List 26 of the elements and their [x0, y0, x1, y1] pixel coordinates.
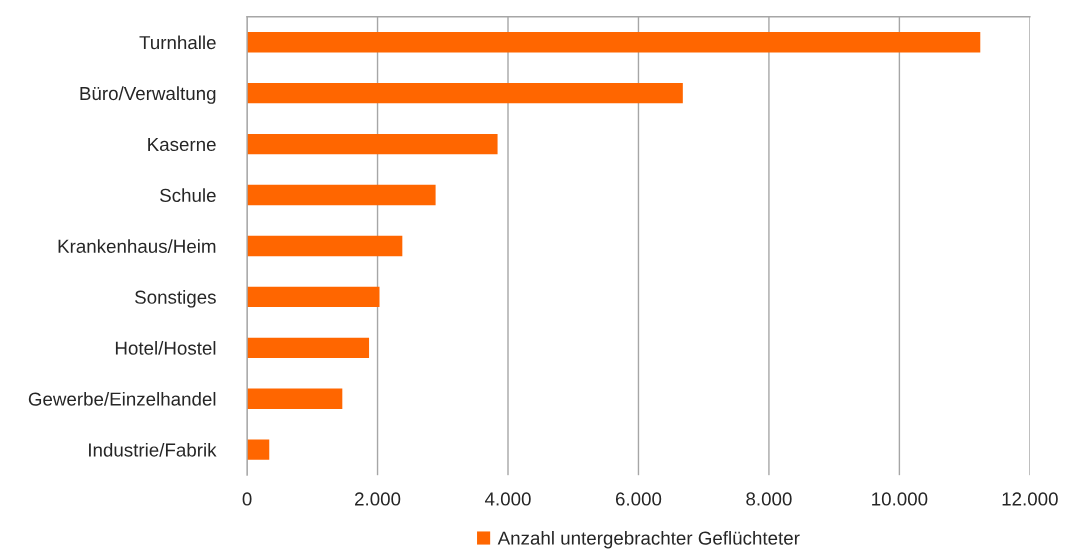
x-tick-label: 8.000 [746, 492, 792, 506]
y-tick-label: Büro/Verwaltung [80, 86, 216, 104]
y-tick-label: Sonstiges [135, 290, 216, 308]
x-tick-label: 4.000 [484, 492, 531, 506]
y-tick-label: Hotel/Hostel [115, 341, 216, 355]
bar [247, 235, 403, 257]
legend-label: Anzahl untergebrachter Geflüchteter [497, 530, 800, 549]
bar [247, 184, 436, 206]
bar [247, 388, 343, 409]
bar [247, 32, 981, 53]
y-tick-label: Industrie/Fabrik [89, 442, 217, 457]
x-tick-label: 6.000 [615, 492, 662, 506]
x-tick-label: 2.000 [355, 492, 401, 506]
bar [247, 82, 683, 104]
y-tick-label: Turnhalle [139, 35, 216, 50]
x-tick-label: 10.000 [872, 492, 928, 506]
y-tick-label: Schule [160, 188, 216, 203]
y-tick-label: Krankenhaus/Heim [58, 239, 216, 253]
y-tick-label: Kaserne [148, 137, 216, 152]
bar [247, 439, 270, 460]
x-tick-label: 12.000 [1002, 492, 1058, 506]
bar [247, 286, 380, 308]
x-tick-label: 0 [242, 492, 252, 506]
y-tick-label: Gewerbe/Einzelhandel [28, 391, 216, 406]
bar [247, 133, 498, 155]
bar [247, 337, 370, 359]
